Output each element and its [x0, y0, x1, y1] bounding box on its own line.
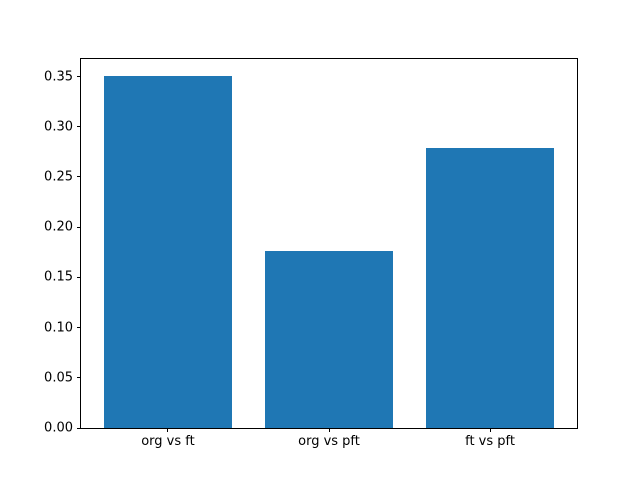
y-tick-mark — [77, 226, 81, 228]
y-tick-mark — [77, 427, 81, 429]
bar-org-vs-pft — [264, 251, 394, 428]
y-tick-label: 0.10 — [44, 320, 73, 336]
y-tick-label: 0.25 — [44, 169, 73, 185]
x-tick-mark — [167, 428, 169, 432]
y-tick-mark — [77, 126, 81, 128]
y-tick-mark — [77, 76, 81, 78]
y-tick-mark — [77, 327, 81, 329]
plot-area: 0.00 0.05 0.10 0.15 0.20 0.25 0.30 0.35 org vs f… — [44, 58, 578, 448]
y-tick-label: 0.15 — [44, 269, 73, 285]
y-tick-label: 0.35 — [44, 69, 73, 85]
bar-org-vs-ft — [103, 75, 233, 428]
y-tick-mark — [77, 176, 81, 178]
y-tick-label: 0.30 — [44, 119, 73, 135]
x-tick-label: org vs ft — [141, 434, 195, 449]
y-tick-label: 0.05 — [44, 370, 73, 386]
bar-ft-vs-pft — [425, 147, 555, 428]
x-tick-label: org vs pft — [298, 434, 360, 449]
y-tick-mark — [77, 276, 81, 278]
x-tick-label: ft vs pft — [465, 434, 515, 449]
x-tick-mark — [328, 428, 330, 432]
y-tick-mark — [77, 377, 81, 379]
y-tick-label: 0.20 — [44, 219, 73, 235]
x-tick-mark — [489, 428, 491, 432]
y-tick-label: 0.00 — [44, 420, 73, 436]
